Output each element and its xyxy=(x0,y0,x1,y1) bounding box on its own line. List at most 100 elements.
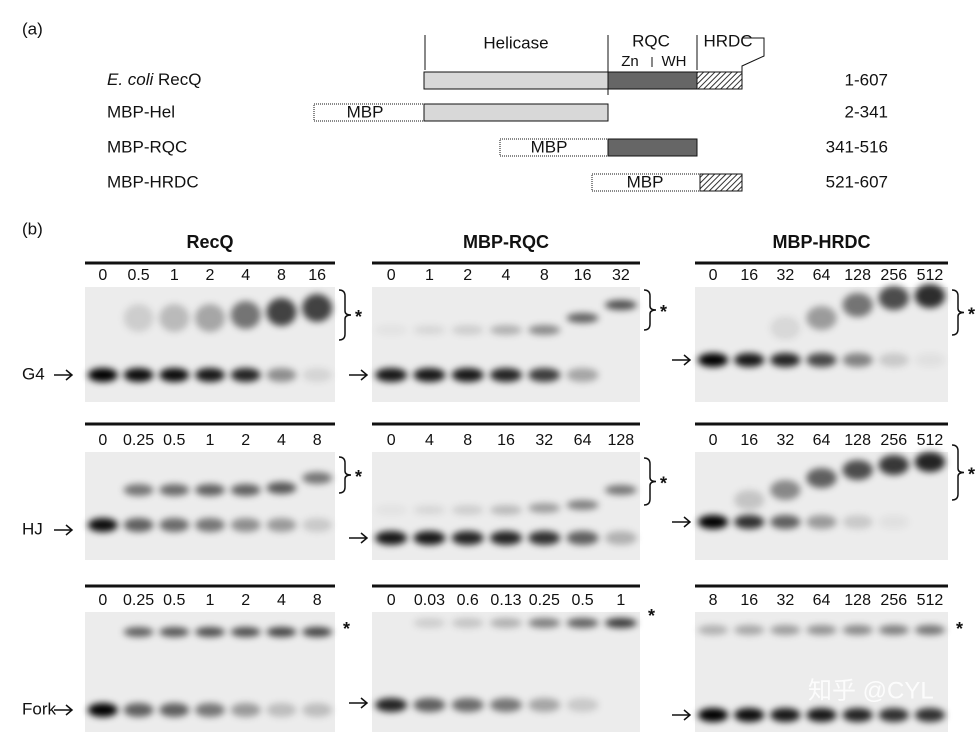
lane-label: 1 xyxy=(206,432,215,449)
range: 341-516 xyxy=(826,137,888,156)
band xyxy=(87,368,118,382)
band xyxy=(878,455,909,475)
band xyxy=(451,698,484,712)
band xyxy=(604,531,637,545)
band xyxy=(770,316,801,340)
band xyxy=(528,503,561,513)
asterisk: * xyxy=(648,606,655,626)
asterisk: * xyxy=(956,619,963,639)
band xyxy=(806,468,837,488)
band xyxy=(87,703,118,717)
band xyxy=(697,515,729,529)
lane-label: 8 xyxy=(540,267,549,284)
band xyxy=(159,518,190,532)
lane-label: 0 xyxy=(387,592,396,609)
lane-label: 0 xyxy=(98,592,107,609)
band xyxy=(566,698,599,712)
brace xyxy=(951,444,965,501)
lane-label: 4 xyxy=(277,432,286,449)
band xyxy=(302,368,333,382)
band xyxy=(87,518,118,532)
band xyxy=(914,625,946,635)
lane-label: 8 xyxy=(277,267,286,284)
band xyxy=(123,627,154,637)
band xyxy=(770,353,801,367)
lane-label: 1 xyxy=(425,267,434,284)
panel-label: (a) xyxy=(22,19,43,38)
lane-label: 4 xyxy=(241,267,250,284)
band xyxy=(842,293,873,317)
lane-label: 4 xyxy=(425,432,434,449)
band xyxy=(413,698,446,712)
band xyxy=(566,618,599,628)
band xyxy=(697,708,729,722)
band xyxy=(842,515,873,529)
arrow xyxy=(672,709,692,721)
band xyxy=(451,505,484,515)
band xyxy=(451,368,484,382)
band xyxy=(842,625,873,635)
band xyxy=(842,353,873,367)
lane-label: 0 xyxy=(387,267,396,284)
band xyxy=(878,353,909,367)
band xyxy=(528,618,561,628)
lane-label: 1 xyxy=(170,267,179,284)
band xyxy=(566,531,599,545)
band xyxy=(489,505,523,515)
lane-label: 0.25 xyxy=(529,592,560,609)
band xyxy=(734,353,765,367)
watermark: 知乎 @CYL xyxy=(808,677,934,704)
bands xyxy=(87,472,333,532)
lane-label: 0 xyxy=(709,432,718,449)
lane-label: 16 xyxy=(740,267,758,284)
row-label: G4 xyxy=(22,364,45,383)
band xyxy=(528,325,561,335)
band xyxy=(489,368,523,382)
bands xyxy=(87,627,333,717)
asterisk: * xyxy=(355,307,362,327)
band xyxy=(914,708,946,722)
lane-label: 512 xyxy=(917,432,944,449)
bands xyxy=(87,294,333,382)
band xyxy=(375,531,408,545)
lane-label: 512 xyxy=(917,267,944,284)
band xyxy=(697,353,729,367)
construct-name: MBP-HRDC xyxy=(107,172,199,191)
band xyxy=(123,484,154,496)
band xyxy=(489,325,523,335)
band xyxy=(159,484,190,496)
bands xyxy=(375,485,637,545)
species: E. coli xyxy=(107,70,155,89)
band xyxy=(734,708,765,722)
band xyxy=(914,284,946,308)
arrow xyxy=(349,369,369,381)
band xyxy=(734,490,765,510)
band xyxy=(806,306,837,330)
band xyxy=(375,505,408,515)
band xyxy=(159,703,190,717)
asterisk: * xyxy=(660,302,667,322)
band xyxy=(266,298,297,326)
band xyxy=(451,531,484,545)
lane-label: 64 xyxy=(813,267,831,284)
lane-label: 0.5 xyxy=(163,432,185,449)
asterisk: * xyxy=(968,464,975,484)
brace xyxy=(643,457,657,506)
lane-label: 16 xyxy=(574,267,592,284)
band xyxy=(914,353,946,367)
band xyxy=(770,515,801,529)
bands xyxy=(697,625,946,722)
band xyxy=(195,627,225,637)
construct-name: MBP-Hel xyxy=(107,102,175,121)
band xyxy=(566,368,599,382)
band xyxy=(375,368,408,382)
band xyxy=(375,325,408,335)
band xyxy=(878,625,909,635)
column-title: MBP-RQC xyxy=(463,232,549,252)
band xyxy=(302,472,333,484)
band xyxy=(734,515,765,529)
bands xyxy=(697,452,946,529)
lane-label: 4 xyxy=(502,267,511,284)
band xyxy=(266,482,297,494)
lane-label: 8 xyxy=(709,592,718,609)
